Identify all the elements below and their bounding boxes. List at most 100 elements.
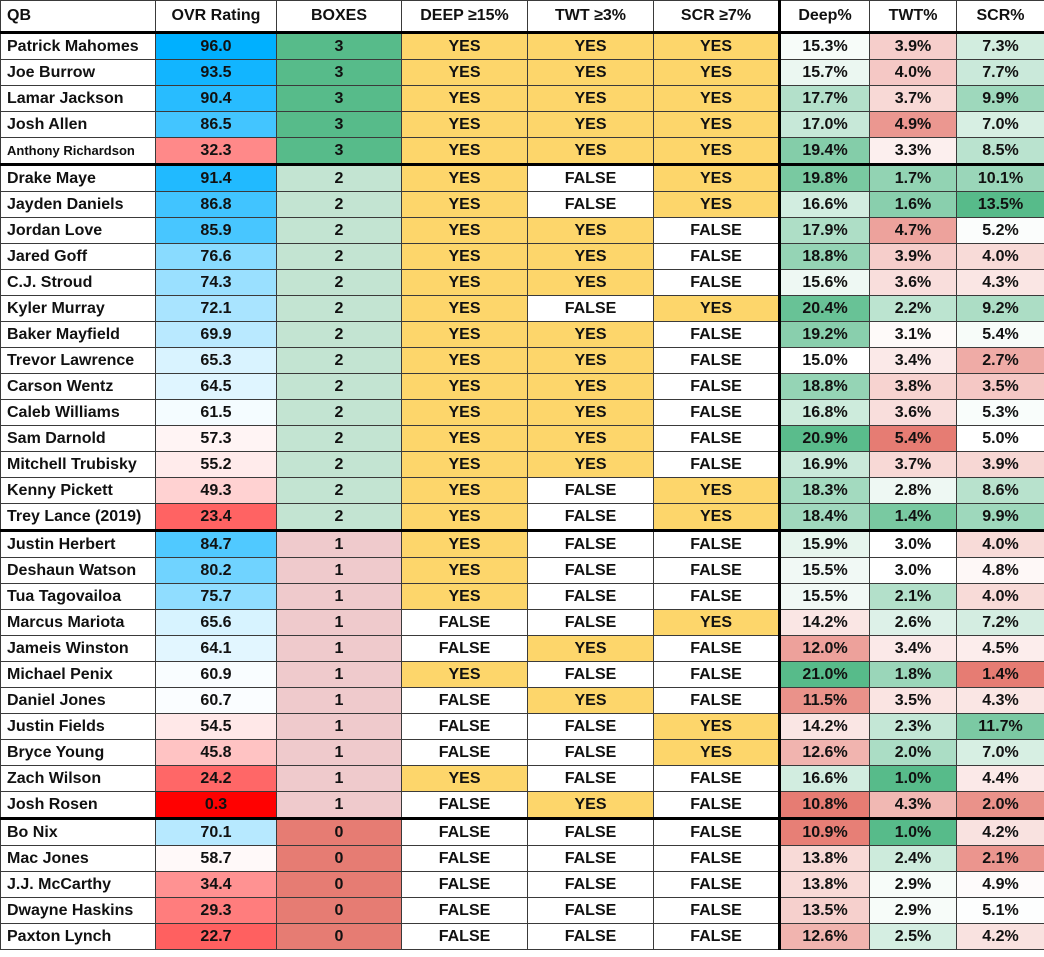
table-row[interactable]: Trey Lance (2019) 23.4 2 YES FALSE YES 18.4% 1.… <box>0 503 1044 532</box>
scr-flag-cell: FALSE <box>653 818 780 846</box>
scr-pct-cell: 7.0% <box>956 111 1044 138</box>
table-row[interactable]: Jameis Winston 64.1 1 FALSE YES FALSE 12.0% 3.4… <box>0 635 1044 662</box>
twt-flag-cell: FALSE <box>527 295 654 322</box>
table-row[interactable]: Justin Fields 54.5 1 FALSE FALSE YES 14.2% 2.3%… <box>0 713 1044 740</box>
deep-pct-cell: 17.7% <box>778 85 870 112</box>
header-twt-threshold[interactable]: TWT ≥3% <box>527 0 654 34</box>
table-row[interactable]: Kyler Murray 72.1 2 YES FALSE YES 20.4% 2.2% 9.2… <box>0 295 1044 322</box>
ovr-rating-cell: 80.2 <box>155 557 277 584</box>
boxes-cell: 3 <box>276 59 402 86</box>
deep-pct-cell: 18.8% <box>778 373 870 400</box>
ovr-rating-cell: 70.1 <box>155 818 277 846</box>
table-row[interactable]: Jayden Daniels 86.8 2 YES FALSE YES 16.6% 1.6% 1… <box>0 191 1044 218</box>
table-row[interactable]: Bryce Young 45.8 1 FALSE FALSE YES 12.6% 2.0% 7.… <box>0 739 1044 766</box>
table-row[interactable]: Caleb Williams 61.5 2 YES YES FALSE 16.8% 3.6% 5… <box>0 399 1044 426</box>
twt-pct-cell: 2.5% <box>869 923 957 950</box>
table-row[interactable]: Anthony Richardson 32.3 3 YES YES YES 19.4% 3.3… <box>0 137 1044 166</box>
qb-name-cell: Jared Goff <box>0 243 156 270</box>
scr-pct-cell: 1.4% <box>956 661 1044 688</box>
table-row[interactable]: Trevor Lawrence 65.3 2 YES YES FALSE 15.0% 3.4%… <box>0 347 1044 374</box>
header-scr-pct[interactable]: SCR% <box>956 0 1044 34</box>
qb-name-cell: Kyler Murray <box>0 295 156 322</box>
deep-pct-cell: 12.6% <box>778 739 870 766</box>
qb-name-cell: Mac Jones <box>0 845 156 872</box>
table-row[interactable]: Josh Rosen 0.3 1 FALSE YES FALSE 10.8% 4.3% 2.0% <box>0 791 1044 820</box>
scr-pct-cell: 4.0% <box>956 530 1044 558</box>
boxes-cell: 1 <box>276 557 402 584</box>
table-row[interactable]: Sam Darnold 57.3 2 YES YES FALSE 20.9% 5.4% 5.0% <box>0 425 1044 452</box>
table-row[interactable]: Baker Mayfield 69.9 2 YES YES FALSE 19.2% 3.1% 5… <box>0 321 1044 348</box>
table-row[interactable]: Patrick Mahomes 96.0 3 YES YES YES 15.3% 3.9% 7.… <box>0 32 1044 60</box>
scr-flag-cell: FALSE <box>653 269 780 296</box>
table-row[interactable]: Daniel Jones 60.7 1 FALSE YES FALSE 11.5% 3.5% 4… <box>0 687 1044 714</box>
scr-pct-cell: 8.6% <box>956 477 1044 504</box>
table-row[interactable]: J.J. McCarthy 34.4 0 FALSE FALSE FALSE 13.8% 2.… <box>0 871 1044 898</box>
header-boxes[interactable]: BOXES <box>276 0 402 34</box>
header-qb[interactable]: QB <box>0 0 156 34</box>
twt-flag-cell: FALSE <box>527 530 654 558</box>
boxes-cell: 2 <box>276 347 402 374</box>
header-deep-pct[interactable]: Deep% <box>778 0 870 34</box>
boxes-cell: 1 <box>276 739 402 766</box>
table-row[interactable]: Marcus Mariota 65.6 1 FALSE FALSE YES 14.2% 2.6… <box>0 609 1044 636</box>
deep-pct-cell: 10.9% <box>778 818 870 846</box>
table-row[interactable]: C.J. Stroud 74.3 2 YES YES FALSE 15.6% 3.6% 4.3% <box>0 269 1044 296</box>
twt-flag-cell: FALSE <box>527 713 654 740</box>
scr-pct-cell: 5.4% <box>956 321 1044 348</box>
table-row[interactable]: Mitchell Trubisky 55.2 2 YES YES FALSE 16.9% 3.… <box>0 451 1044 478</box>
scr-flag-cell: YES <box>653 609 780 636</box>
table-row[interactable]: Drake Maye 91.4 2 YES FALSE YES 19.8% 1.7% 10.1% <box>0 164 1044 192</box>
boxes-cell: 0 <box>276 818 402 846</box>
deep-pct-cell: 12.0% <box>778 635 870 662</box>
deep-flag-cell: YES <box>401 503 528 532</box>
header-ovr-rating[interactable]: OVR Rating <box>155 0 277 34</box>
scr-flag-cell: FALSE <box>653 373 780 400</box>
table-row[interactable]: Joe Burrow 93.5 3 YES YES YES 15.7% 4.0% 7.7% <box>0 59 1044 86</box>
scr-flag-cell: FALSE <box>653 451 780 478</box>
boxes-cell: 0 <box>276 871 402 898</box>
twt-flag-cell: YES <box>527 451 654 478</box>
table-row[interactable]: Bo Nix 70.1 0 FALSE FALSE FALSE 10.9% 1.0% 4.2% <box>0 818 1044 846</box>
table-row[interactable]: Deshaun Watson 80.2 1 YES FALSE FALSE 15.5% 3.0… <box>0 557 1044 584</box>
table-row[interactable]: Lamar Jackson 90.4 3 YES YES YES 17.7% 3.7% 9.9% <box>0 85 1044 112</box>
header-scr-threshold[interactable]: SCR ≥7% <box>653 0 780 34</box>
qb-name-cell: Tua Tagovailoa <box>0 583 156 610</box>
table-row[interactable]: Dwayne Haskins 29.3 0 FALSE FALSE FALSE 13.5% 2… <box>0 897 1044 924</box>
table-row[interactable]: Jordan Love 85.9 2 YES YES FALSE 17.9% 4.7% 5.2% <box>0 217 1044 244</box>
table-row[interactable]: Mac Jones 58.7 0 FALSE FALSE FALSE 13.8% 2.4% 2.… <box>0 845 1044 872</box>
deep-flag-cell: FALSE <box>401 609 528 636</box>
scr-flag-cell: YES <box>653 164 780 192</box>
qb-name-cell: Drake Maye <box>0 164 156 192</box>
table-row[interactable]: Jared Goff 76.6 2 YES YES FALSE 18.8% 3.9% 4.0% <box>0 243 1044 270</box>
deep-flag-cell: YES <box>401 32 528 60</box>
qb-name-cell: J.J. McCarthy <box>0 871 156 898</box>
qb-name-cell: Justin Herbert <box>0 530 156 558</box>
qb-name-cell: Trey Lance (2019) <box>0 503 156 532</box>
qb-name-cell: Michael Penix <box>0 661 156 688</box>
scr-flag-cell: FALSE <box>653 791 780 820</box>
header-deep-threshold[interactable]: DEEP ≥15% <box>401 0 528 34</box>
table-row[interactable]: Justin Herbert 84.7 1 YES FALSE FALSE 15.9% 3.0… <box>0 530 1044 558</box>
deep-flag-cell: YES <box>401 191 528 218</box>
twt-pct-cell: 3.3% <box>869 137 957 166</box>
twt-flag-cell: YES <box>527 59 654 86</box>
ovr-rating-cell: 76.6 <box>155 243 277 270</box>
twt-pct-cell: 3.1% <box>869 321 957 348</box>
twt-pct-cell: 2.1% <box>869 583 957 610</box>
qb-name-cell: Sam Darnold <box>0 425 156 452</box>
twt-pct-cell: 3.7% <box>869 85 957 112</box>
table-row[interactable]: Josh Allen 86.5 3 YES YES YES 17.0% 4.9% 7.0% <box>0 111 1044 138</box>
table-row[interactable]: Kenny Pickett 49.3 2 YES FALSE YES 18.3% 2.8% 8.… <box>0 477 1044 504</box>
scr-flag-cell: FALSE <box>653 923 780 950</box>
scr-flag-cell: YES <box>653 713 780 740</box>
twt-flag-cell: YES <box>527 217 654 244</box>
table-row[interactable]: Zach Wilson 24.2 1 YES FALSE FALSE 16.6% 1.0% 4.… <box>0 765 1044 792</box>
deep-pct-cell: 10.8% <box>778 791 870 820</box>
table-row[interactable]: Paxton Lynch 22.7 0 FALSE FALSE FALSE 12.6% 2.5… <box>0 923 1044 950</box>
twt-pct-cell: 3.4% <box>869 347 957 374</box>
table-row[interactable]: Tua Tagovailoa 75.7 1 YES FALSE FALSE 15.5% 2.1… <box>0 583 1044 610</box>
table-row[interactable]: Carson Wentz 64.5 2 YES YES FALSE 18.8% 3.8% 3.5… <box>0 373 1044 400</box>
table-row[interactable]: Michael Penix 60.9 1 YES FALSE FALSE 21.0% 1.8%… <box>0 661 1044 688</box>
header-twt-pct[interactable]: TWT% <box>869 0 957 34</box>
twt-flag-cell: YES <box>527 687 654 714</box>
